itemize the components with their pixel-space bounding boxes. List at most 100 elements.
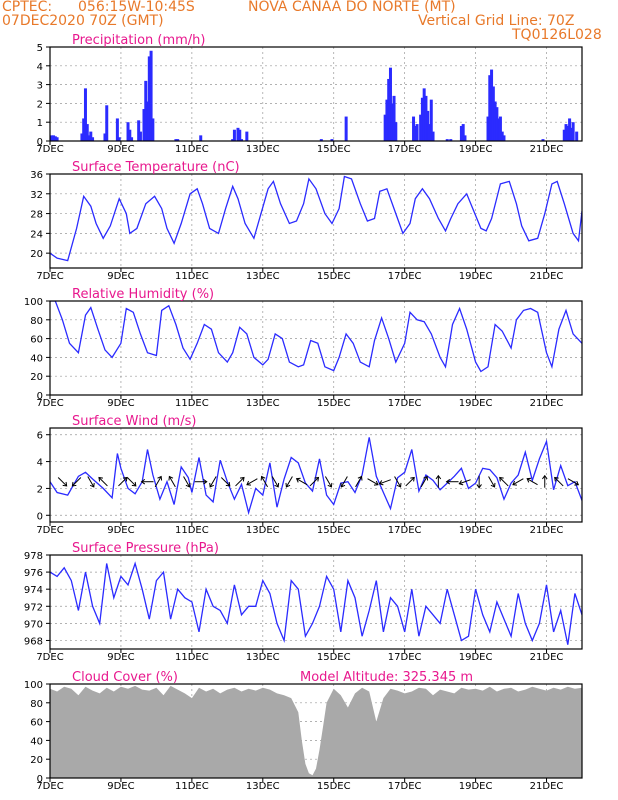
wind-arrow xyxy=(183,476,191,488)
wind-arrow xyxy=(512,478,524,486)
header-grid-note: Vertical Grid Line: 70Z xyxy=(418,13,575,29)
precip-bar xyxy=(463,135,467,141)
temp-ytick-label: 36 xyxy=(30,170,43,181)
wind-arrow xyxy=(394,476,402,488)
precip-bar xyxy=(130,137,134,141)
wind-arrow xyxy=(488,476,496,488)
precip-xtick-label: 13DEC xyxy=(246,144,280,155)
wind-xtick-label: 21DEC xyxy=(530,525,564,536)
precip-bar xyxy=(330,139,334,141)
precip-bar xyxy=(422,88,426,141)
precip-bar xyxy=(497,118,501,141)
precip-bar xyxy=(541,139,545,141)
wind-ytick-label: 0 xyxy=(37,511,43,522)
temp-ytick-label: 28 xyxy=(30,210,43,221)
precip-bar xyxy=(137,120,141,141)
precip-bar xyxy=(146,101,150,141)
cloud-xtick-label: 17DEC xyxy=(388,781,422,792)
precip-bar xyxy=(427,124,431,141)
precip-bar xyxy=(562,129,566,141)
precip-bar xyxy=(493,101,497,141)
rh-ytick-label: 100 xyxy=(24,297,43,308)
precip-bar xyxy=(571,122,575,141)
rh-ytick-label: 60 xyxy=(30,335,43,346)
rh-xtick-label: 21DEC xyxy=(530,398,564,409)
rh-ytick-label: 0 xyxy=(37,391,43,402)
pressure-xtick-label: 9DEC xyxy=(107,652,134,663)
precip-bar xyxy=(394,122,398,141)
temp-xtick-label: 17DEC xyxy=(388,271,422,282)
precip-bar xyxy=(420,97,424,141)
wind-arrow xyxy=(295,477,308,486)
header-coords: 056:15W-10:45S xyxy=(78,0,195,15)
cloud-frame xyxy=(49,683,583,779)
wind-xtick-label: 9DEC xyxy=(107,525,134,536)
cloud-ytick-label: 60 xyxy=(30,718,43,729)
rh-xtick-label: 11DEC xyxy=(175,398,209,409)
precip-bar xyxy=(103,133,107,141)
precip-bar xyxy=(383,114,387,141)
precip-bar xyxy=(231,139,235,141)
precip-ytick-label: 1 xyxy=(37,118,43,129)
wind-arrow xyxy=(154,475,163,488)
wind-arrow xyxy=(567,478,580,486)
wind-ytick-label: 6 xyxy=(37,431,43,442)
precip-bar xyxy=(392,95,396,141)
wind-ytick-label: 2 xyxy=(37,484,43,495)
wind-ytick-label: 4 xyxy=(37,458,43,469)
pressure-ytick-label: 972 xyxy=(24,602,43,613)
wind-xtick-label: 19DEC xyxy=(459,525,493,536)
precip-bar xyxy=(569,127,573,141)
wind-series xyxy=(50,437,582,516)
wind-arrow xyxy=(140,478,154,485)
precip-ytick-label: 0 xyxy=(37,137,43,148)
rh-series xyxy=(50,301,582,373)
wind-arrow xyxy=(118,476,128,487)
precip-bar xyxy=(174,139,178,141)
pressure-ytick-label: 970 xyxy=(24,619,43,630)
precip-bar xyxy=(445,139,449,141)
precip-bar xyxy=(91,137,95,141)
wind-arrow xyxy=(420,475,429,488)
precip-bar xyxy=(431,131,435,141)
cloud-title: Cloud Cover (%) xyxy=(72,670,178,685)
wind-arrow xyxy=(324,476,333,488)
precip-bar xyxy=(459,125,463,141)
precip-bar xyxy=(89,131,93,141)
wind-xtick-label: 15DEC xyxy=(317,525,351,536)
precip-ytick-label: 2 xyxy=(37,99,43,110)
precip-panel: 0 1 2 3 4 5 7DEC 9DEC 11DEC 13DEC 15DEC 17DEC 19DEC 2… xyxy=(36,33,583,155)
precip-bar xyxy=(82,118,86,141)
precip-bar xyxy=(80,133,84,141)
wind-arrow xyxy=(435,474,442,488)
cloud-ytick-label: 40 xyxy=(30,736,43,747)
precip-bar xyxy=(50,135,54,141)
precip-xtick-label: 15DEC xyxy=(317,144,351,155)
pressure-panel: 968 970 972 974 976 978 7DEC 9DEC 11DEC 13DEC 15DE… xyxy=(24,541,583,663)
cloud-xtick-label: 13DEC xyxy=(246,781,280,792)
precip-bar xyxy=(388,67,392,141)
wind-arrow xyxy=(285,476,293,488)
temp-xtick-label: 15DEC xyxy=(317,271,351,282)
precip-bar xyxy=(83,88,87,141)
temp-ytick-label: 20 xyxy=(30,249,43,260)
precip-bar xyxy=(344,116,348,141)
precip-bar xyxy=(490,69,494,141)
wind-frame xyxy=(49,427,583,523)
precip-bar xyxy=(105,105,109,141)
cloud-xtick-label: 9DEC xyxy=(107,781,134,792)
precip-bar xyxy=(449,139,453,141)
precip-bar xyxy=(461,124,465,141)
wind-arrow xyxy=(57,477,68,487)
wind-arrow xyxy=(499,476,509,487)
pressure-xtick-label: 21DEC xyxy=(530,652,564,663)
temp-frame xyxy=(49,173,583,269)
cloud-series xyxy=(50,685,582,778)
rh-xtick-label: 19DEC xyxy=(459,398,493,409)
rh-line xyxy=(50,301,582,373)
wind-arrow xyxy=(458,479,471,486)
temp-xtick-label: 19DEC xyxy=(459,271,493,282)
pressure-ytick-label: 976 xyxy=(24,568,43,579)
rh-xtick-label: 13DEC xyxy=(246,398,280,409)
wind-arrow xyxy=(194,478,208,485)
